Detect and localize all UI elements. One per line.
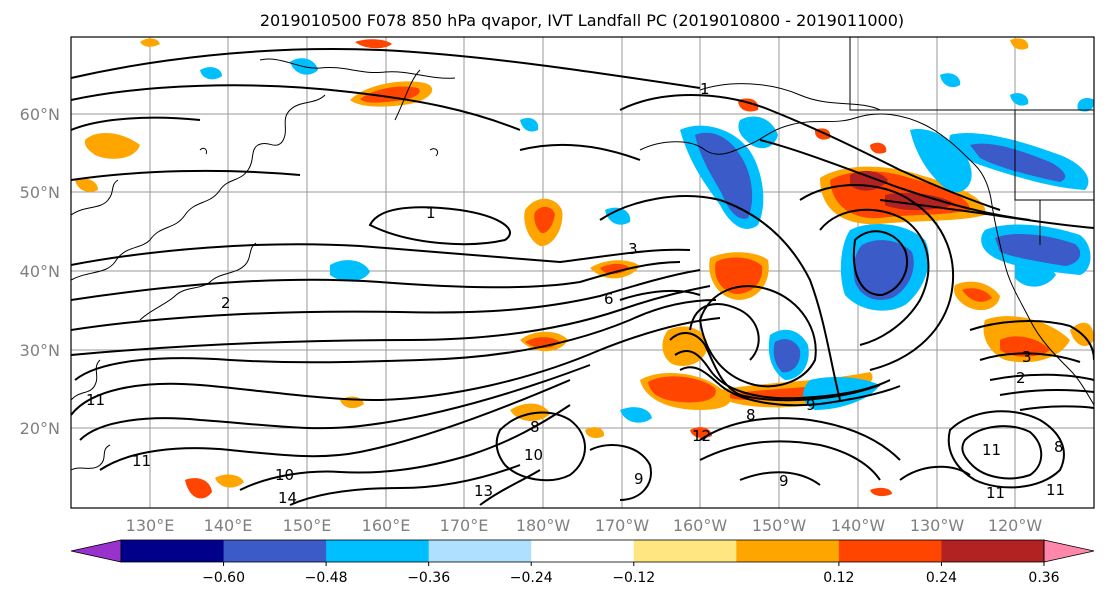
- contour-label: 9: [806, 396, 816, 414]
- colorbar-tick-label: 0.24: [926, 570, 957, 586]
- contour-label-group: 1 1 3 2 3 9 10 9 11 10 11 13 14 9 8 11 1…: [86, 80, 1065, 507]
- map-area: 1 1 3 2 3 9 10 9 11 10 11 13 14 9 8 11 1…: [70, 36, 1095, 509]
- contour-label: 2: [1016, 369, 1026, 387]
- lon-label: 150°E: [283, 516, 332, 535]
- colorbar-tick-label: −0.36: [407, 570, 450, 586]
- figure-title: 2019010500 F078 850 hPa qvapor, IVT Land…: [260, 11, 904, 30]
- contour-label: 10: [524, 446, 543, 464]
- lon-label: 150°W: [752, 516, 807, 535]
- colorbar-tick-label: −0.24: [510, 570, 553, 586]
- colorbar-tick-label: −0.48: [305, 570, 348, 586]
- contour-label: 6: [604, 290, 614, 308]
- contour-label: 11: [86, 391, 105, 409]
- contour-label: 8: [746, 406, 756, 424]
- colorbar-segment: [223, 540, 327, 562]
- contour-label: 8: [530, 418, 540, 436]
- colorbar-segment: [736, 540, 840, 562]
- colorbar-segment: [326, 540, 430, 562]
- lon-label: 170°W: [595, 516, 650, 535]
- lon-label: 170°E: [440, 516, 489, 535]
- colorbar-tick-label: −0.60: [202, 570, 245, 586]
- contour-label: 12: [692, 427, 711, 445]
- contour-label: 2: [221, 294, 231, 312]
- coastlines: [71, 37, 1094, 471]
- contour-label: 11: [1046, 481, 1065, 499]
- lon-label: 120°W: [988, 516, 1043, 535]
- colorbar-segment: [428, 540, 532, 562]
- lon-label: 130°E: [126, 516, 175, 535]
- colorbar-frame: [120, 539, 1045, 563]
- colorbar-max-arrow: [1043, 539, 1095, 563]
- colorbar-tick-label: 0.36: [1028, 570, 1059, 586]
- lon-label: 160°E: [362, 516, 411, 535]
- lon-label: 160°W: [673, 516, 728, 535]
- colorbar-segment: [633, 540, 737, 562]
- contour-label: 13: [474, 482, 493, 500]
- colorbar-segment: [838, 540, 942, 562]
- contour-label: 10: [275, 466, 294, 484]
- contour-label: 9: [634, 470, 644, 488]
- lon-label: 140°E: [204, 516, 253, 535]
- lat-label: 20°N: [20, 419, 60, 438]
- longitude-labels: 130°E 140°E 150°E 160°E 170°E 180°W 170°…: [126, 516, 1043, 535]
- lat-label: 40°N: [20, 262, 60, 281]
- contour-label: 14: [278, 489, 297, 507]
- lat-label: 60°N: [20, 105, 60, 124]
- lon-label: 180°W: [516, 516, 571, 535]
- latitude-labels: 60°N 50°N 40°N 30°N 20°N: [20, 105, 60, 438]
- lat-label: 30°N: [20, 341, 60, 360]
- colorbar-segment: [531, 540, 635, 562]
- contour-lines: [71, 48, 1094, 506]
- contour-label: 11: [132, 452, 151, 470]
- colorbar-tick-label: −0.12: [612, 570, 655, 586]
- contour-label: 9: [779, 472, 789, 490]
- colorbar: −0.60−0.48−0.36−0.24−0.120.120.240.360.4…: [70, 539, 1095, 586]
- lat-label: 50°N: [20, 183, 60, 202]
- colorbar-tick-label: 0.12: [823, 570, 854, 586]
- contour-label: 11: [982, 441, 1001, 459]
- colorbar-min-arrow: [70, 539, 122, 563]
- lon-label: 130°W: [910, 516, 965, 535]
- lon-label: 140°W: [831, 516, 886, 535]
- contour-label: 8: [1054, 438, 1064, 456]
- contour-label: 3: [1022, 348, 1032, 366]
- colorbar-segment: [941, 540, 1045, 562]
- contour-label: 11: [986, 484, 1005, 502]
- colorbar-segment: [121, 540, 225, 562]
- contour-label: 1: [700, 80, 710, 98]
- contour-label: 3: [628, 240, 638, 258]
- contour-label: 1: [426, 204, 436, 222]
